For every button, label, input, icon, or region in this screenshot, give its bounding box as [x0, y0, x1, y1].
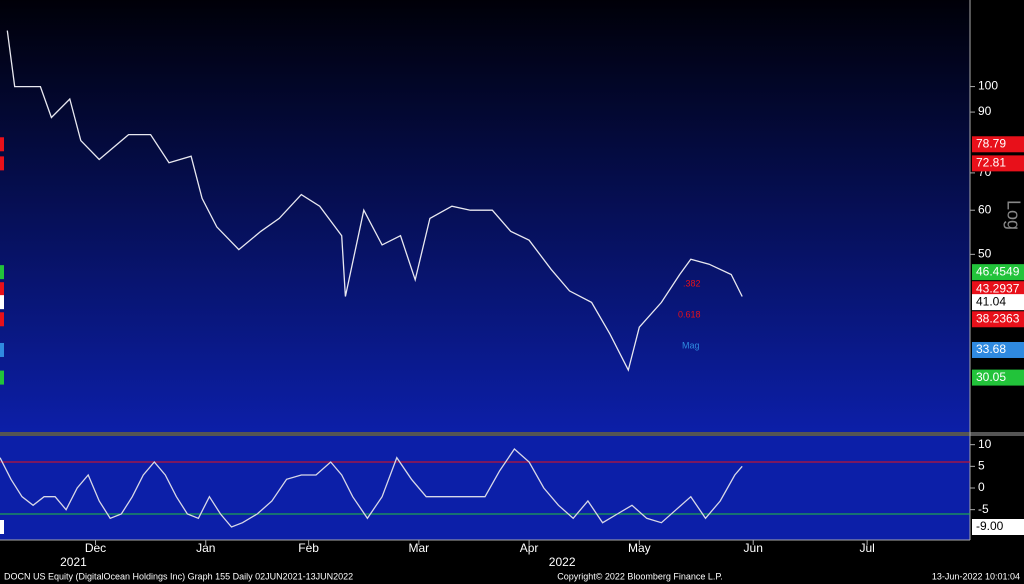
footer-left: DOCN US Equity (DigitalOcean Holdings In… — [4, 571, 353, 581]
price-panel — [0, 0, 970, 432]
x-tick-label: Dec — [85, 541, 106, 555]
price-line — [6, 30, 743, 372]
tag-marker — [0, 295, 4, 310]
year-label: 2022 — [549, 555, 576, 569]
x-tick-label: Feb — [298, 541, 319, 555]
tag-marker — [0, 312, 4, 327]
y-tick-label: 60 — [978, 202, 992, 216]
y-tick-label: 5 — [978, 459, 985, 473]
price-tag — [972, 136, 1024, 153]
price-tag-label: 30.05 — [976, 370, 1006, 384]
annotation: .382 — [683, 278, 701, 288]
x-tick-label: Mar — [409, 541, 430, 555]
price-tag — [972, 341, 1024, 358]
y-tick-label: 50 — [978, 247, 992, 261]
price-tag — [972, 311, 1024, 328]
year-label: 2021 — [60, 555, 87, 569]
tag-marker — [0, 282, 4, 297]
price-tag-label: 43.2937 — [976, 281, 1020, 295]
y-tick-label: -5 — [978, 502, 989, 516]
x-tick-label: May — [628, 541, 651, 555]
price-tag-label: 72.81 — [976, 156, 1006, 170]
y-tick-label: 0 — [978, 480, 985, 494]
tag-marker — [0, 156, 4, 171]
annotation: Mag — [682, 340, 700, 350]
price-tag — [972, 369, 1024, 386]
x-tick-label: Jul — [859, 541, 874, 555]
footer-center: Copyright© 2022 Bloomberg Finance L.P. — [557, 571, 723, 581]
price-line — [0, 448, 743, 528]
price-tag — [972, 281, 1024, 298]
price-tag-label: 41.04 — [976, 294, 1006, 308]
tag-marker — [0, 265, 4, 280]
separator — [0, 432, 1024, 436]
price-tag — [972, 294, 1024, 311]
tag-marker — [0, 520, 4, 534]
x-tick-label: Apr — [520, 541, 539, 555]
y-tick-label: 10 — [978, 437, 992, 451]
y-tick-label: 90 — [978, 104, 992, 118]
price-tag-label: -9.00 — [976, 519, 1004, 533]
price-tag-label: 33.68 — [976, 342, 1006, 356]
footer-right: 13-Jun-2022 10:01:04 — [932, 571, 1020, 581]
y-tick-label: 100 — [978, 79, 998, 93]
annotation: 0.618 — [678, 309, 701, 319]
log-label: Log — [1003, 200, 1023, 230]
price-tag — [972, 155, 1024, 172]
price-tag — [972, 264, 1024, 281]
price-tag — [972, 519, 1024, 535]
price-tag-label: 46.4549 — [976, 264, 1020, 278]
price-tag-label: 38.2363 — [976, 311, 1020, 325]
tag-marker — [0, 137, 4, 152]
x-tick-label: Jan — [196, 541, 215, 555]
price-tag-label: 78.79 — [976, 136, 1006, 150]
tag-marker — [0, 370, 4, 385]
x-tick-label: Jun — [744, 541, 763, 555]
tag-marker — [0, 342, 4, 357]
osc-panel — [0, 436, 970, 540]
